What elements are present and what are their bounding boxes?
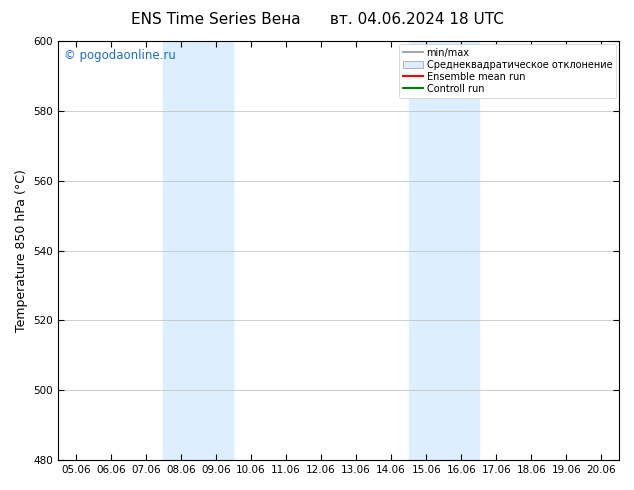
Y-axis label: Temperature 850 hPa (°C): Temperature 850 hPa (°C) (15, 169, 28, 332)
Bar (164, 41, 233, 460)
Text: ENS Time Series Вена      вт. 04.06.2024 18 UTC: ENS Time Series Вена вт. 04.06.2024 18 U… (131, 12, 503, 27)
Bar (409, 41, 479, 460)
Text: © pogodaonline.ru: © pogodaonline.ru (64, 49, 176, 62)
Legend: min/max, Среднеквадратическое отклонение, Ensemble mean run, Controll run: min/max, Среднеквадратическое отклонение… (399, 44, 616, 98)
